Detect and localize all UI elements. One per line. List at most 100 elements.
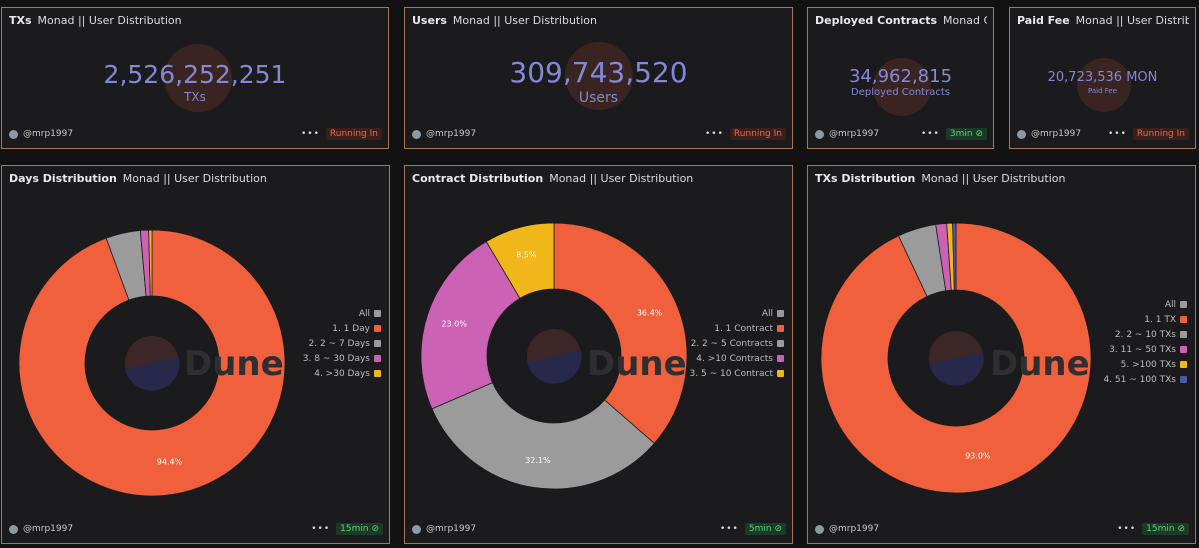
more-menu-icon[interactable]: •••	[311, 524, 331, 534]
counter-value: 20,723,536 MON	[1047, 70, 1158, 85]
counter-label: TXs	[184, 90, 206, 104]
legend-item[interactable]: 1. 1 TX	[1103, 313, 1187, 328]
author-name[interactable]: @mrp1997	[829, 524, 880, 534]
donut-chart[interactable]: Dune 93.0%	[808, 166, 1196, 544]
counter-block: 309,743,520 Users	[405, 56, 792, 106]
author-name[interactable]: @mrp1997	[426, 524, 477, 534]
dune-logo-icon	[125, 336, 180, 391]
author-name[interactable]: @mrp1997	[829, 129, 880, 139]
legend-label: 1. 1 Day	[332, 324, 370, 334]
legend-label: 4. >10 Contracts	[696, 354, 773, 364]
chart-card-contract-distribution[interactable]: Contract Distribution Monad || User Distr…	[404, 165, 793, 544]
donut-chart[interactable]: Dune 94.4%	[2, 166, 390, 544]
more-menu-icon[interactable]: •••	[920, 129, 940, 139]
legend-item[interactable]: 1. 1 Contract	[690, 322, 784, 337]
legend-item[interactable]: All	[690, 307, 784, 322]
legend-item[interactable]: 3. 8 ~ 30 Days	[303, 352, 381, 367]
card-subtitle[interactable]: Monad Contr	[943, 14, 987, 27]
pie-slice[interactable]	[148, 229, 153, 297]
chart-legend: All 1. 1 TX 2. 2 ~ 10 TXs 3. 11 ~ 50 TXs…	[1103, 298, 1187, 388]
more-menu-icon[interactable]: •••	[300, 129, 320, 139]
dune-watermark: Dune	[990, 344, 1090, 384]
legend-item[interactable]: 2. 2 ~ 10 TXs	[1103, 328, 1187, 343]
legend-item[interactable]: 3. 5 ~ 10 Contract	[690, 367, 784, 382]
card-title: TXs	[9, 14, 32, 27]
legend-item[interactable]: All	[303, 307, 381, 322]
card-footer: @mrp1997 ••• Running In	[9, 128, 382, 142]
card-subtitle[interactable]: Monad || User Distribution	[921, 172, 1066, 185]
legend-item[interactable]: 4. 51 ~ 100 TXs	[1103, 373, 1187, 388]
avatar[interactable]	[815, 130, 824, 139]
pie-slice[interactable]	[431, 382, 655, 490]
chart-card-days-distribution[interactable]: Days Distribution Monad || User Distribut…	[1, 165, 390, 544]
status-badge: Running In	[325, 128, 382, 140]
dune-logo-icon	[527, 329, 582, 384]
more-menu-icon[interactable]: •••	[1107, 129, 1127, 139]
author-name[interactable]: @mrp1997	[1031, 129, 1082, 139]
counter-card-users[interactable]: Users Monad || User Distribution 309,743,…	[404, 7, 793, 149]
legend-item[interactable]: All	[1103, 298, 1187, 313]
card-subtitle[interactable]: Monad || User Distribution	[452, 14, 597, 27]
counter-card-paid-fee[interactable]: Paid Fee Monad || User Distribution 20,72…	[1009, 7, 1196, 149]
refresh-interval: 5min	[748, 524, 772, 534]
avatar[interactable]	[9, 525, 18, 534]
check-circle-icon: ⊘	[371, 524, 379, 534]
slice-label: 93.0%	[965, 452, 991, 461]
legend-item[interactable]: 3. 11 ~ 50 TXs	[1103, 343, 1187, 358]
dune-logo-icon	[565, 42, 633, 110]
legend-label: 3. 5 ~ 10 Contract	[689, 369, 773, 379]
avatar[interactable]	[815, 525, 824, 534]
status-badge: Running In	[1132, 128, 1189, 140]
chart-card-txs-distribution[interactable]: TXs Distribution Monad || User Distributi…	[807, 165, 1196, 544]
card-title: Contract Distribution	[412, 172, 544, 185]
slice-label: 8.5%	[516, 251, 537, 260]
refresh-interval: 15min	[1146, 524, 1175, 534]
card-subtitle[interactable]: Monad || User Distribution	[549, 172, 694, 185]
author-name[interactable]: @mrp1997	[426, 129, 477, 139]
pie-slice[interactable]	[553, 222, 688, 444]
legend-item[interactable]: 2. 2 ~ 5 Contracts	[690, 337, 784, 352]
author-name[interactable]: @mrp1997	[23, 129, 74, 139]
counter-card-txs[interactable]: TXs Monad || User Distribution 2,526,252,…	[1, 7, 389, 149]
avatar[interactable]	[412, 130, 421, 139]
counter-value: 2,526,252,251	[103, 60, 287, 89]
pie-slice[interactable]	[485, 222, 555, 299]
counter-label: Users	[578, 90, 619, 106]
counter-card-deployed-contracts[interactable]: Deployed Contracts Monad Contr 34,962,815…	[807, 7, 994, 149]
legend-item[interactable]: 2. 2 ~ 7 Days	[303, 337, 381, 352]
legend-swatch	[777, 325, 784, 332]
counter-block: 2,526,252,251 TXs	[2, 60, 388, 104]
slice-label: 36.4%	[637, 308, 663, 317]
legend-item[interactable]: 4. >10 Contracts	[690, 352, 784, 367]
legend-swatch	[777, 340, 784, 347]
pie-slice[interactable]	[420, 240, 521, 410]
card-subtitle[interactable]: Monad || User Distribution	[122, 172, 267, 185]
pie-slice[interactable]	[952, 222, 957, 291]
legend-swatch	[1180, 346, 1187, 353]
slice-label: 23.0%	[441, 320, 467, 329]
more-menu-icon[interactable]: •••	[719, 524, 739, 534]
legend-item[interactable]: 1. 1 Day	[303, 322, 381, 337]
legend-label: 4. 51 ~ 100 TXs	[1103, 375, 1176, 385]
card-subtitle[interactable]: Monad || User Distribution	[37, 14, 182, 27]
author-name[interactable]: @mrp1997	[23, 524, 74, 534]
more-menu-icon[interactable]: •••	[704, 129, 724, 139]
donut-chart[interactable]: Dune 36.4% 32.1% 23.0% 8.5%	[405, 166, 793, 544]
dune-logo-icon	[164, 44, 232, 112]
avatar[interactable]	[412, 525, 421, 534]
dune-logo-icon	[929, 331, 984, 386]
dune-watermark: Dune	[184, 344, 284, 384]
legend-item[interactable]: 5. >100 TXs	[1103, 358, 1187, 373]
more-menu-icon[interactable]: •••	[1117, 524, 1137, 534]
pie-slice[interactable]	[820, 222, 1092, 494]
counter-label: Paid Fee	[1087, 87, 1118, 95]
check-circle-icon: ⊘	[975, 129, 983, 139]
counter-block: 34,962,815 Deployed Contracts	[808, 66, 993, 98]
legend-item[interactable]: 4. >30 Days	[303, 367, 381, 382]
avatar[interactable]	[1017, 130, 1026, 139]
avatar[interactable]	[9, 130, 18, 139]
counter-label: Deployed Contracts	[851, 87, 950, 98]
pie-slice[interactable]	[18, 229, 286, 497]
legend-swatch	[374, 310, 381, 317]
card-subtitle[interactable]: Monad || User Distribution	[1075, 14, 1189, 27]
